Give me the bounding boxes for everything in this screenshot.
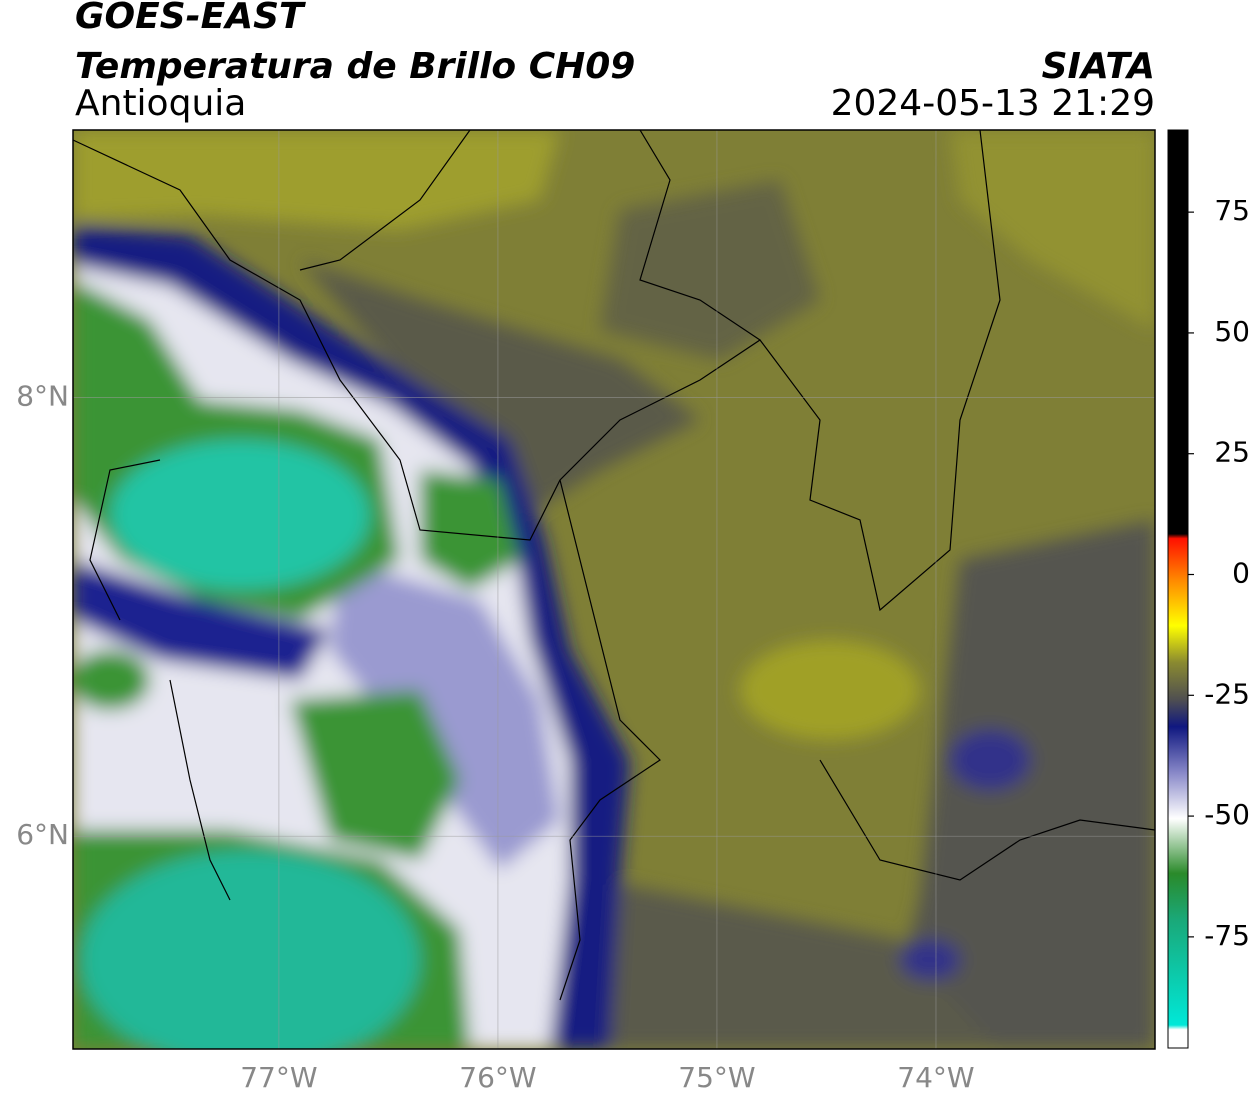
y-tick-label: 6°N [16, 818, 69, 851]
x-tick-label: 75°W [678, 1061, 755, 1094]
x-tick-label: 76°W [459, 1061, 536, 1094]
y-tick-label: 8°N [16, 380, 69, 413]
region: Antioquia [75, 83, 246, 124]
colorbar-tick-label: 50 [1214, 315, 1250, 348]
map-frame [72, 129, 1156, 1050]
colorbar-tick-label: 75 [1214, 194, 1250, 227]
source: SIATA [1042, 46, 1155, 87]
datetime: 2024-05-13 21:29 [831, 83, 1155, 124]
colorbar-tick-label: -75 [1204, 919, 1250, 952]
borders [73, 130, 1155, 1001]
imagery [73, 130, 1155, 1049]
colorbar-tick-label: -25 [1204, 677, 1250, 710]
x-tick-label: 77°W [240, 1061, 317, 1094]
subtitle: Temperatura de Brillo CH09 [75, 46, 635, 87]
colorbar-tick-label: 0 [1232, 557, 1250, 590]
colorbar-tick-label: 25 [1214, 436, 1250, 469]
colorbar-tick-label: -50 [1204, 798, 1250, 831]
x-tick-label: 74°W [897, 1061, 974, 1094]
title: GOES-EAST [75, 0, 306, 37]
colorbar [1167, 129, 1189, 1049]
